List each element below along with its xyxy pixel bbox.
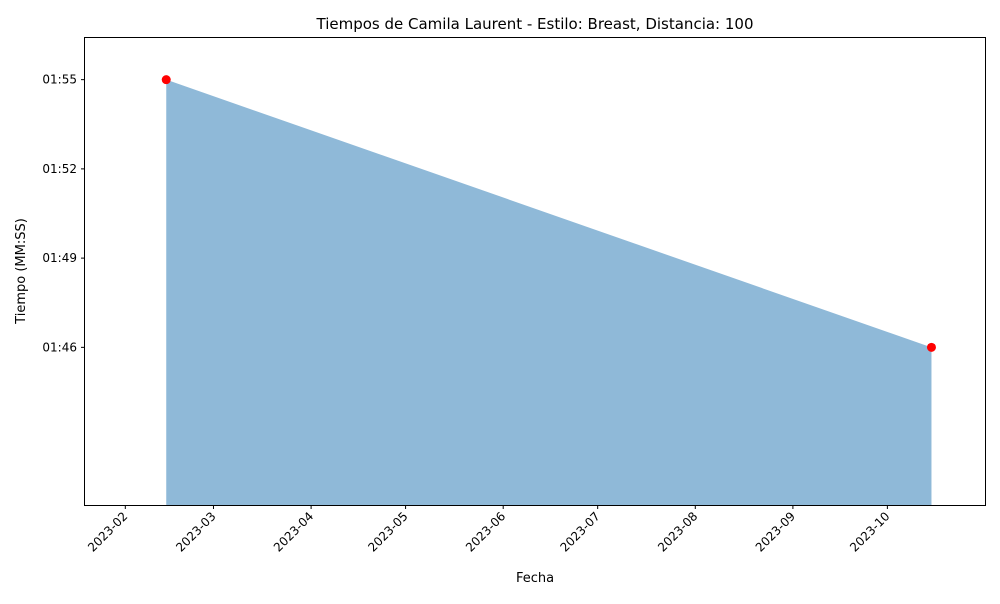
x-tick-label-0: 2023-02 xyxy=(85,509,130,554)
x-tick-label-5: 2023-07 xyxy=(557,509,602,554)
y-tick-label-1: 01:49 xyxy=(42,251,77,265)
x-tick-label-4: 2023-06 xyxy=(463,509,508,554)
data-point-1 xyxy=(161,75,171,85)
plot-frame xyxy=(84,37,986,506)
y-tick-label-3: 01:55 xyxy=(42,73,77,87)
x-tick-label-3: 2023-05 xyxy=(365,509,410,554)
x-axis-label: Fecha xyxy=(516,571,554,586)
data-point-2 xyxy=(926,342,936,352)
y-tick-label-0: 01:46 xyxy=(42,340,77,354)
chart-title: Tiempos de Camila Laurent - Estilo: Brea… xyxy=(316,15,754,33)
y-axis-label: Tiempo (MM:SS) xyxy=(14,218,29,325)
x-tick-label-1: 2023-03 xyxy=(173,509,218,554)
x-tick-label-2: 2023-04 xyxy=(271,509,316,554)
x-tick-label-6: 2023-08 xyxy=(655,509,700,554)
x-tick-label-7: 2023-09 xyxy=(753,509,798,554)
x-tick-label-8: 2023-10 xyxy=(847,509,892,554)
y-tick-label-2: 01:52 xyxy=(42,162,77,176)
area-fill xyxy=(166,79,932,505)
